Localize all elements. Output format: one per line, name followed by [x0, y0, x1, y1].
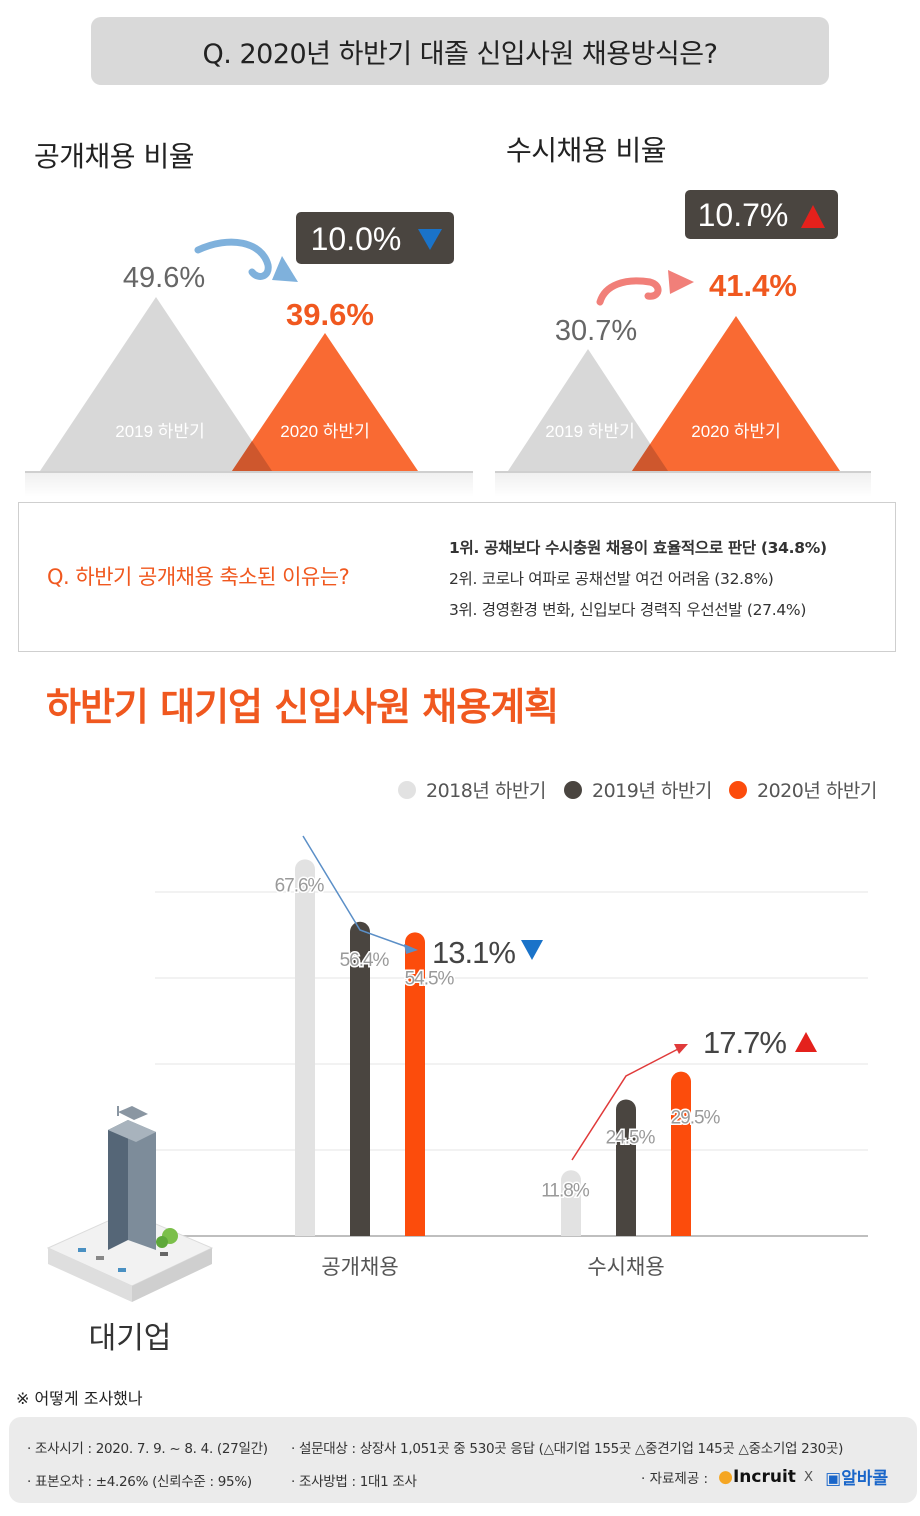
building-illustration — [46, 1106, 214, 1302]
source-credit: · 자료제공 : ●Incruit X ▣알바콜 — [641, 1464, 889, 1490]
open-prev-value: 49.6% — [123, 262, 205, 294]
reason-item: 1위. 공채보다 수시충원 채용이 효율적으로 판단 (34.8%) — [449, 539, 827, 557]
bar-value-label: 56.4% — [340, 950, 390, 971]
survey-method: · 조사방법 : 1대1 조사 — [291, 1474, 417, 1490]
rolling-change-badge-bg — [685, 190, 838, 239]
ratio-charts: 2019 하반기 2020 하반기 49.6% 39.6% 10.0% 2019… — [25, 190, 871, 497]
rolling-trend-arrow-icon — [571, 1047, 681, 1161]
rolling-change-badge: 10.7% — [698, 197, 789, 233]
survey-period: · 조사시기 : 2020. 7. 9. ~ 8. 4. (27일간) — [27, 1441, 268, 1457]
bar-2019-open — [350, 921, 370, 1236]
rolling-2019-triangle — [508, 349, 668, 471]
header-question: Q. 2020년 하반기 대졸 신입사원 채용방식은? — [91, 17, 829, 85]
survey-box: · 조사시기 : 2020. 7. 9. ~ 8. 4. (27일간) · 설문… — [9, 1417, 917, 1503]
rolling-2020-triangle — [632, 316, 840, 471]
open-prev-label: 2019 하반기 — [115, 422, 204, 441]
up-triangle-icon — [801, 205, 825, 228]
source-label: · 자료제공 : — [641, 1470, 709, 1487]
legend-label: 2020년 하반기 — [757, 780, 877, 802]
category-label: 수시채용 — [587, 1255, 664, 1279]
open-ratio-title: 공개채용 비율 — [34, 140, 194, 173]
legend-dot-icon — [398, 780, 416, 799]
category-label: 공개채용 — [321, 1255, 398, 1279]
legend-item-2018: 2018년 하반기 — [398, 776, 546, 803]
reasons-question: Q. 하반기 공개채용 축소된 이유는? — [47, 565, 350, 589]
reasons-box: Q. 하반기 공개채용 축소된 이유는? 1위. 공채보다 수시충원 채용이 효… — [18, 502, 896, 652]
rolling-change-annotation: 17.7% — [703, 1025, 786, 1060]
up-triangle-icon — [795, 1032, 817, 1052]
rolling-up-arrowhead-icon — [668, 270, 694, 294]
albacall-logo: ▣알바콜 — [825, 1469, 889, 1489]
bar-value-label: 11.8% — [541, 1180, 590, 1201]
legend-item-2019: 2019년 하반기 — [564, 776, 712, 803]
bar-value-label: 29.5% — [671, 1108, 721, 1129]
open-ratio-chart: 2019 하반기 2020 하반기 49.6% 39.6% 10.0% — [25, 212, 473, 497]
bar-value-label: 24.5% — [606, 1128, 656, 1149]
open-trend-arrow-icon — [302, 835, 411, 949]
rolling-prev-label: 2019 하반기 — [545, 422, 634, 441]
survey-error: · 표본오차 : ±4.26% (신뢰수준 : 95%) — [27, 1474, 252, 1490]
open-change-annotation: 13.1% — [432, 935, 515, 970]
source-x: X — [803, 1468, 814, 1485]
open-2020-triangle — [232, 333, 418, 471]
rolling-ratio-chart: 2019 하반기 2020 하반기 30.7% 41.4% 10.7% — [495, 190, 871, 497]
legend-label: 2018년 하반기 — [426, 780, 546, 802]
rolling-up-curve-icon — [596, 277, 662, 306]
bar-2018-open — [295, 859, 315, 1236]
open-2019-triangle — [40, 297, 272, 471]
survey-target: · 설문대상 : 상장사 1,051곳 중 530곳 응답 (△대기업 155곳… — [291, 1441, 844, 1457]
rolling-prev-value: 30.7% — [555, 315, 637, 347]
rolling-overlap — [632, 444, 668, 471]
bar-value-label: 67.6% — [275, 875, 325, 896]
incruit-logo: ●Incruit — [718, 1466, 796, 1487]
rolling-curr-value: 41.4% — [709, 268, 797, 303]
bar-2018-rolling — [561, 1170, 581, 1236]
legend-label: 2019년 하반기 — [592, 780, 712, 802]
rolling-ratio-title: 수시채용 비율 — [506, 134, 666, 167]
rolling-trend-arrowhead-icon — [674, 1044, 688, 1054]
down-triangle-icon — [418, 229, 442, 250]
open-trend-arrowhead-icon — [404, 944, 418, 954]
open-down-arrowhead-icon — [272, 256, 298, 282]
reason-item: 2위. 코로나 여파로 공채선발 여건 어려움 (32.8%) — [449, 570, 774, 588]
down-triangle-icon — [521, 940, 543, 960]
open-change-badge-bg — [296, 212, 454, 264]
open-overlap — [232, 441, 272, 471]
reasons-list: 1위. 공채보다 수시충원 채용이 효율적으로 판단 (34.8%) 2위. 코… — [449, 533, 827, 626]
bar-2020-open — [405, 932, 425, 1236]
open-change-badge: 10.0% — [311, 221, 402, 257]
plan-title: 하반기 대기업 신입사원 채용계획 — [46, 685, 559, 729]
bar-2019-rolling — [616, 1099, 636, 1236]
open-curr-label: 2020 하반기 — [280, 422, 369, 441]
rolling-curr-label: 2020 하반기 — [691, 422, 780, 441]
plan-bar-chart: 67.6% 56.4% 54.5% 공개채용 11.8% 24.5% 29.5% 수시채용 1… — [46, 835, 868, 1356]
bar-2020-rolling — [671, 1071, 691, 1236]
legend-dot-icon — [729, 780, 747, 799]
survey-label: ※ 어떻게 조사했나 — [16, 1389, 143, 1408]
open-down-curve-icon — [194, 238, 272, 280]
legend-dot-icon — [564, 780, 582, 799]
company-label: 대기업 — [89, 1321, 172, 1356]
open-curr-value: 39.6% — [286, 297, 374, 332]
legend-item-2020: 2020년 하반기 — [729, 776, 877, 803]
reason-item: 3위. 경영환경 변화, 신입보다 경력직 우선선발 (27.4%) — [449, 601, 807, 619]
bar-value-label: 54.5% — [405, 968, 455, 989]
